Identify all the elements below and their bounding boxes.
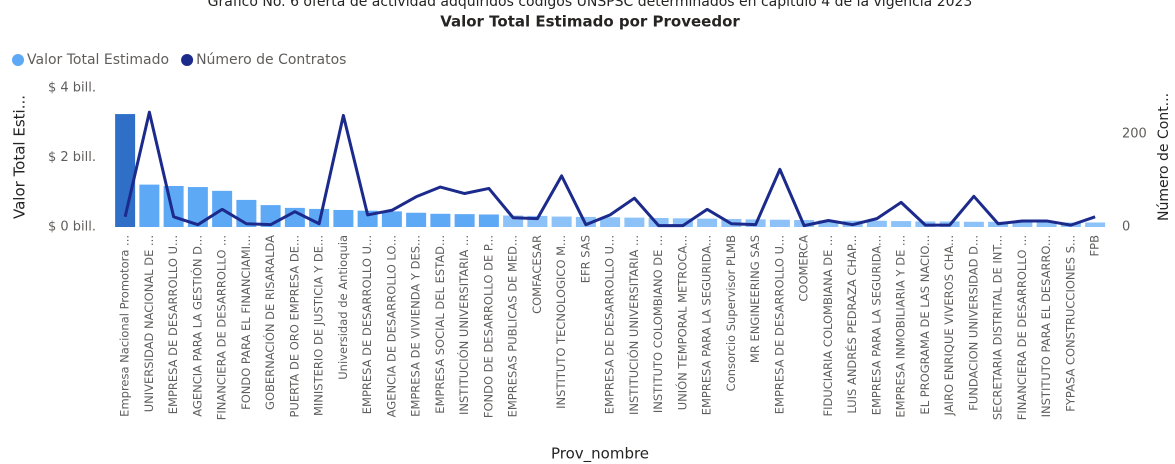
x-tick-label: FYPASA CONSTRUCCIONES S...: [1063, 235, 1077, 412]
bar: [1085, 222, 1106, 227]
legend-marker: [181, 54, 194, 66]
bar: [551, 216, 572, 227]
x-tick-label: EMPRESA DE DESARROLLO U...: [360, 235, 374, 414]
bar: [672, 218, 693, 227]
bar: [1036, 222, 1057, 227]
bar: [866, 220, 887, 227]
chart-title: Valor Total Estimado por Proveedor: [440, 13, 740, 31]
x-tick-label: INSTITUTO PARA EL DESARRO...: [1039, 235, 1053, 417]
y2-axis-label: Número de Cont...: [1156, 93, 1172, 221]
bar: [503, 215, 524, 227]
x-tick-label: MR ENGINEERING SAS: [748, 235, 762, 363]
bar: [527, 215, 548, 227]
x-tick-label: INSTITUCIÓN UNIVERSITARIA ...: [626, 235, 641, 415]
bar: [478, 214, 499, 227]
x-tick-label: EMPRESA SOCIAL DEL ESTAD...: [433, 235, 447, 414]
x-tick-label: EFR SAS: [578, 235, 592, 283]
legend-label: Valor Total Estimado: [27, 52, 169, 68]
x-tick-label: PUERTA DE ORO EMPRESA DE...: [287, 235, 301, 417]
legend-marker: [12, 54, 24, 66]
bar: [963, 221, 984, 227]
x-tick-label: UNIÓN TEMPORAL METROCA...: [674, 235, 689, 410]
x-tick-label: EMPRESA INMOBILIARIA Y DE ...: [894, 235, 908, 418]
bar: [406, 212, 427, 227]
x-tick-label: UNIVERSIDAD NACIONAL DE ...: [142, 235, 156, 412]
bar: [115, 114, 136, 227]
x-tick-label: INSTITUCIÓN UNIVERSITARIA ...: [456, 235, 471, 415]
x-tick-label: EMPRESA PARA LA SEGURIDA...: [869, 235, 883, 415]
x-tick-label: Empresa Nacional Promotora ...: [118, 235, 132, 417]
x-tick-label: LUIS ANDRÉS PEDRAZA CHAP...: [844, 235, 859, 414]
x-tick-label: FUNDACION UNIVERSIDAD D...: [966, 235, 980, 411]
y-axis-label: Valor Total Esti...: [11, 95, 29, 219]
x-tick-label: JAIRO ENRIQUE VIVEROS CHA...: [942, 235, 956, 417]
bar: [430, 213, 451, 227]
x-tick-label: EMPRESA DE VIVIENDA Y DES...: [409, 235, 423, 417]
x-tick-label: COMFACESAR: [530, 235, 544, 314]
y-tick-label: $ 4 bill.: [48, 81, 96, 96]
x-tick-label: EMPRESA DE DESARROLLO U...: [772, 235, 786, 414]
x-tick-label: GOBERNACIÓN DE RISARALDA: [262, 235, 277, 410]
x-tick-label: EMPRESAS PUBLICAS DE MED...: [506, 235, 520, 417]
line: [123, 110, 1096, 228]
x-tick-label: MINISTERIO DE JUSTICIA Y DE...: [312, 235, 326, 416]
x-tick-label: EMPRESA DE DESARROLLO U...: [166, 235, 180, 414]
x-tick-label: FONDO PARA EL FINANCIAMI...: [239, 235, 253, 410]
x-tick-label: AGENCIA PARA LA GESTIÓN D...: [189, 235, 204, 417]
x-tick-label: AGENCIA DE DESARROLLO LO...: [384, 235, 398, 417]
bar: [891, 221, 912, 227]
bar: [381, 211, 402, 227]
x-tick-label: FPB: [1088, 235, 1102, 257]
x-tick-label: FINANCIERA DE DESARROLLO ...: [1015, 235, 1029, 420]
bar: [818, 220, 839, 227]
x-tick-label: COOMERCA: [797, 235, 811, 302]
x-tick-label: Universidad de Antioquia: [336, 235, 350, 380]
bar: [769, 219, 790, 227]
bar: [697, 218, 718, 227]
x-tick-label: FINANCIERA DE DESARROLLO ...: [215, 235, 229, 420]
x-tick-label: EMPRESA DE DESARROLLO U...: [603, 235, 617, 414]
y-tick-label: $ 0 bill.: [48, 220, 96, 235]
x-tick-label: INSTITUTO TECNOLOGICO M...: [554, 235, 568, 409]
y2-tick-label: 0: [1122, 220, 1130, 235]
bar: [624, 217, 645, 227]
bar: [648, 217, 669, 227]
y-tick-label: $ 2 bill.: [48, 150, 96, 165]
bar: [454, 214, 475, 227]
bar: [600, 217, 621, 227]
x-tick-label: INSTITUTO COLOMBIANO DE ...: [651, 235, 665, 413]
x-tick-label: SECRETARIA DISTRITAL DE INT...: [991, 235, 1005, 420]
legend-label: Número de Contratos: [196, 52, 346, 68]
x-tick-label: Consorcio Supervisor PLMB: [724, 235, 738, 391]
x-axis-label: Prov_nombre: [551, 445, 649, 464]
x-tick-label: FONDO DE DESARROLLO DE P...: [481, 235, 495, 418]
chart-header: Gráfico No. 6 oferta de actividad adquir…: [208, 0, 973, 10]
bar: [187, 187, 208, 227]
bar: [1012, 222, 1033, 227]
x-tick-label: EL PROGRAMA DE LAS NACIO...: [918, 235, 932, 415]
bar: [333, 209, 354, 227]
x-tick-label: EMPRESA PARA LA SEGURIDA...: [700, 235, 714, 415]
bar: [139, 184, 160, 227]
y2-tick-label: 200: [1122, 127, 1147, 142]
x-tick-label: FIDUCIARIA COLOMBIANA DE ...: [821, 235, 835, 417]
